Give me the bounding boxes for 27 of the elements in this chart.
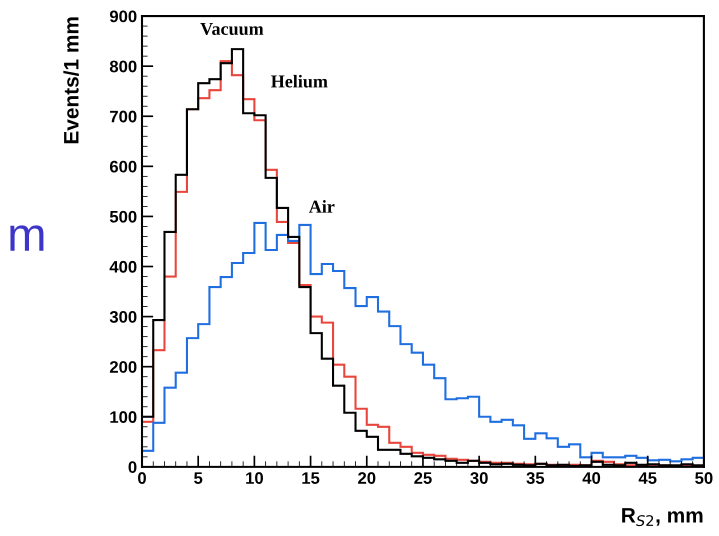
x-tick-label: 5 [194,472,202,484]
y-tick-label: 600 [110,160,136,173]
y-axis-title: Events/1 mm [63,17,79,144]
series-label: Vacuum [200,22,264,36]
y-tick-label: 100 [110,411,136,423]
x-tick-label: 35 [526,472,544,484]
y-tick-label: 200 [110,361,136,373]
y-tick-label: 700 [110,110,136,122]
x-tick-label: 0 [138,472,146,484]
x-tick-label: 10 [246,472,263,484]
x-tick-label: 40 [582,472,600,484]
x-tick-label: 50 [695,472,712,484]
x-tick-label: 25 [414,472,432,484]
y-tick-label: 0 [128,461,136,474]
y-tick-label: 900 [110,10,136,22]
y-tick-label: 300 [110,311,136,323]
x-tick-label: 45 [638,472,657,484]
y-tick-label: 500 [110,210,136,223]
series-label: Helium [271,74,328,88]
x-tick-label: 30 [470,472,488,484]
y-tick-label: 800 [110,60,136,72]
x-tick-label: 20 [358,472,376,484]
text: m [10,225,44,251]
series-label: Air [308,200,334,213]
y-tick-label: 400 [110,260,136,273]
x-axis-title: R$_{S2}$, mm [622,508,702,526]
x-tick-label: 15 [302,472,320,484]
